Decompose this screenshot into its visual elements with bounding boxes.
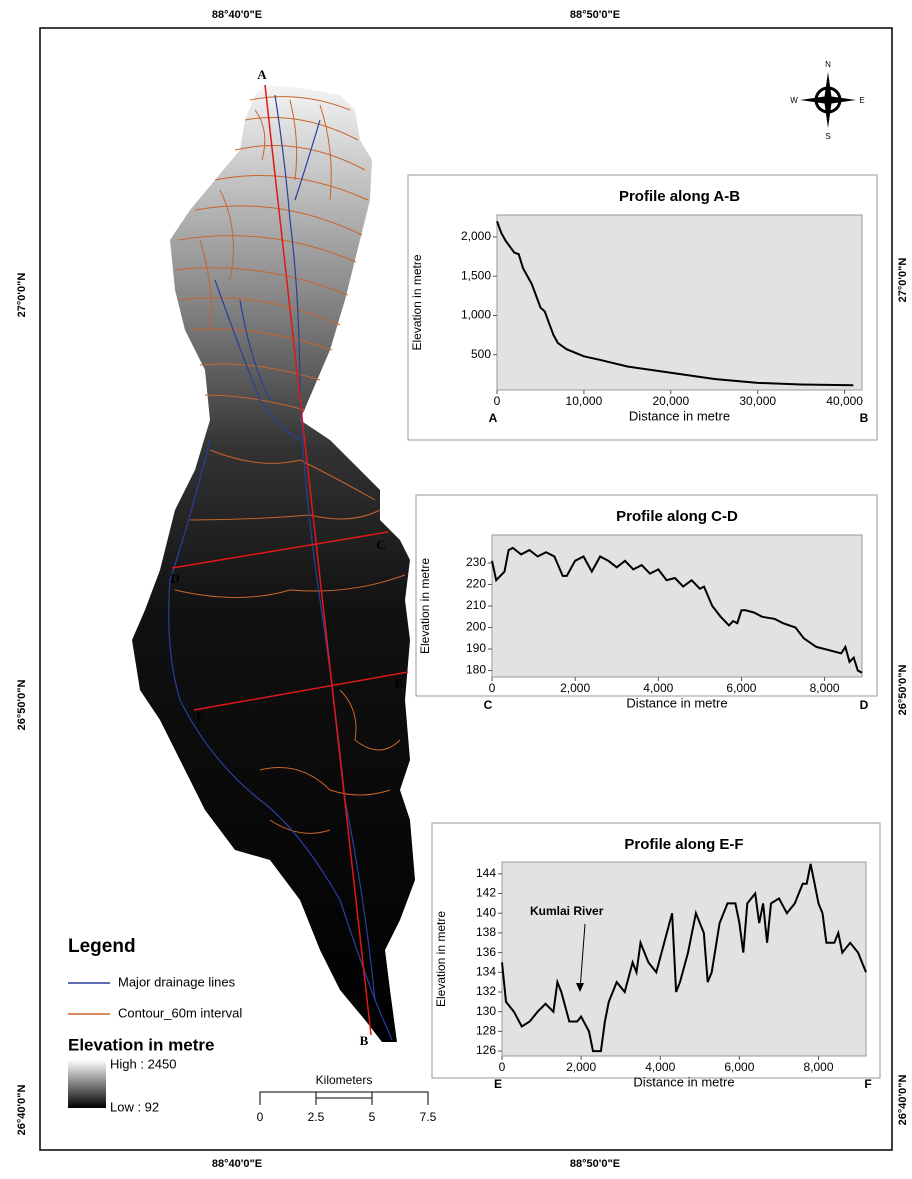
axis-title: Elevation in metre bbox=[434, 911, 448, 1007]
x-tick-label: 6,000 bbox=[726, 681, 756, 695]
lon-label: 88°50'0"E bbox=[570, 9, 620, 21]
y-tick-label: 132 bbox=[476, 984, 496, 998]
x-tick-label: 2,000 bbox=[560, 681, 590, 695]
elevation-ramp bbox=[68, 1060, 106, 1108]
lat-label: 26°50'0"N bbox=[897, 665, 909, 716]
lat-label: 26°40'0"N bbox=[16, 1085, 28, 1136]
legend-subtitle: Elevation in metre bbox=[68, 1035, 214, 1054]
y-tick-label: 1,000 bbox=[461, 308, 491, 322]
section-point: E bbox=[395, 676, 404, 691]
y-tick-label: 220 bbox=[466, 577, 486, 591]
y-tick-label: 128 bbox=[476, 1024, 496, 1038]
y-tick-label: 230 bbox=[466, 555, 486, 569]
x-tick-label: 10,000 bbox=[566, 394, 603, 408]
profile-end: D bbox=[860, 698, 869, 712]
lat-label: 27°0'0"N bbox=[897, 258, 909, 303]
y-tick-label: 180 bbox=[466, 663, 486, 677]
chart-title: Profile along C-D bbox=[616, 508, 738, 525]
scale-title: Kilometers bbox=[316, 1073, 373, 1087]
x-tick-label: 8,000 bbox=[804, 1060, 834, 1074]
compass-label: N bbox=[825, 60, 831, 69]
watershed bbox=[132, 85, 415, 1042]
section-point: A bbox=[257, 67, 267, 82]
section-point: B bbox=[360, 1033, 369, 1048]
x-tick-label: 20,000 bbox=[652, 394, 689, 408]
scale-label: 7.5 bbox=[420, 1110, 437, 1124]
compass-label: W bbox=[790, 96, 798, 105]
page: 88°40'0"E 88°50'0"E 88°40'0"E 88°50'0"E … bbox=[0, 0, 912, 1174]
lon-label: 88°40'0"E bbox=[212, 1158, 262, 1170]
x-tick-label: 40,000 bbox=[826, 394, 863, 408]
axis-title: Distance in metre bbox=[633, 1074, 734, 1089]
scale-label: 2.5 bbox=[308, 1110, 325, 1124]
profile-start: A bbox=[489, 411, 498, 425]
legend-label: Low : 92 bbox=[110, 1099, 159, 1114]
legend-label: High : 2450 bbox=[110, 1056, 177, 1071]
y-tick-label: 142 bbox=[476, 886, 496, 900]
scale-bar bbox=[260, 1092, 428, 1105]
compass-label: E bbox=[859, 96, 864, 105]
axis-title: Distance in metre bbox=[626, 695, 727, 710]
x-tick-label: 30,000 bbox=[739, 394, 776, 408]
lat-label: 26°40'0"N bbox=[897, 1075, 909, 1126]
axis-title: Elevation in metre bbox=[418, 558, 432, 654]
profile-start: E bbox=[494, 1077, 502, 1091]
legend-label: Contour_60m interval bbox=[118, 1005, 242, 1020]
y-tick-label: 1,500 bbox=[461, 268, 491, 282]
y-tick-label: 134 bbox=[476, 964, 496, 978]
x-tick-label: 6,000 bbox=[724, 1060, 754, 1074]
x-tick-label: 4,000 bbox=[643, 681, 673, 695]
scale-label: 5 bbox=[369, 1110, 376, 1124]
plot-area bbox=[497, 215, 862, 390]
lat-label: 26°50'0"N bbox=[16, 680, 28, 731]
lat-label: 27°0'0"N bbox=[16, 273, 28, 318]
x-tick-label: 0 bbox=[494, 394, 501, 408]
y-tick-label: 138 bbox=[476, 925, 496, 939]
y-tick-label: 144 bbox=[476, 866, 496, 880]
section-point: F bbox=[196, 709, 204, 724]
compass-label: S bbox=[825, 132, 830, 141]
axis-title: Elevation in metre bbox=[410, 254, 424, 350]
chart-title: Profile along E-F bbox=[624, 836, 743, 853]
y-tick-label: 210 bbox=[466, 598, 486, 612]
y-tick-label: 500 bbox=[471, 347, 491, 361]
profile-start: C bbox=[484, 698, 493, 712]
scale-label: 0 bbox=[257, 1110, 264, 1124]
annotation: Kumlai River bbox=[530, 904, 604, 918]
profile-end: B bbox=[860, 411, 869, 425]
lon-label: 88°40'0"E bbox=[212, 9, 262, 21]
y-tick-label: 136 bbox=[476, 945, 496, 959]
x-tick-label: 8,000 bbox=[810, 681, 840, 695]
x-tick-label: 4,000 bbox=[645, 1060, 675, 1074]
y-tick-label: 2,000 bbox=[461, 229, 491, 243]
x-tick-label: 0 bbox=[489, 681, 496, 695]
plot-area bbox=[502, 862, 866, 1056]
legend-label: Major drainage lines bbox=[118, 974, 236, 989]
chart-title: Profile along A-B bbox=[619, 188, 740, 205]
lon-label: 88°50'0"E bbox=[570, 1158, 620, 1170]
x-tick-label: 2,000 bbox=[566, 1060, 596, 1074]
axis-title: Distance in metre bbox=[629, 408, 730, 423]
y-tick-label: 126 bbox=[476, 1043, 496, 1057]
y-tick-label: 200 bbox=[466, 620, 486, 634]
north-arrow bbox=[800, 72, 856, 128]
plot-area bbox=[492, 535, 862, 677]
y-tick-label: 140 bbox=[476, 905, 496, 919]
legend-title: Legend bbox=[68, 936, 136, 957]
y-tick-label: 190 bbox=[466, 641, 486, 655]
x-tick-label: 0 bbox=[499, 1060, 506, 1074]
section-point: C bbox=[376, 537, 385, 552]
section-point: D bbox=[170, 571, 179, 586]
profile-end: F bbox=[864, 1077, 871, 1091]
map-figure: 88°40'0"E 88°50'0"E 88°40'0"E 88°50'0"E … bbox=[0, 0, 912, 1174]
y-tick-label: 130 bbox=[476, 1004, 496, 1018]
